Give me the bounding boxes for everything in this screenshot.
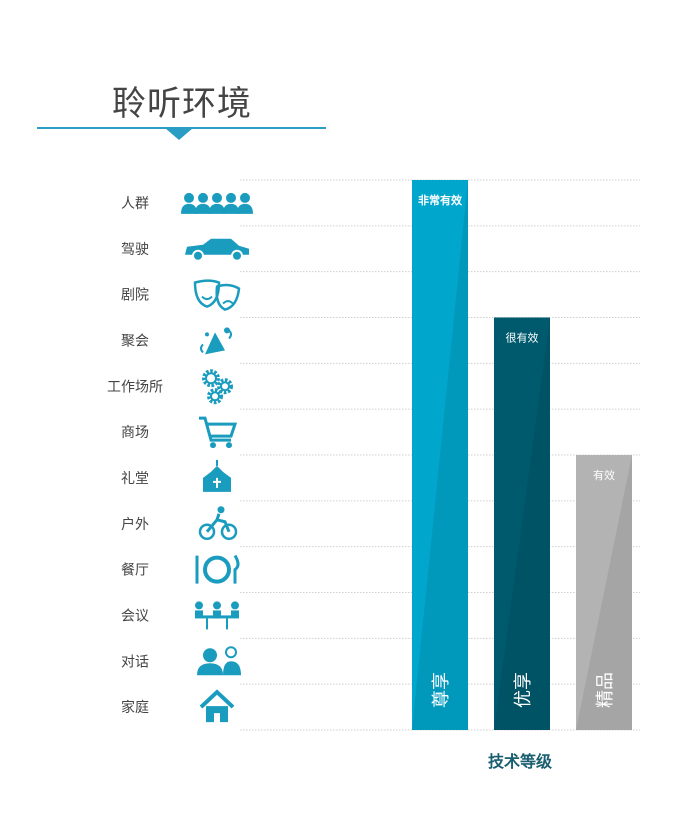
category-label: 餐厅	[121, 563, 149, 579]
category-label: 家庭	[121, 699, 149, 716]
bar-series-label: 优享	[513, 672, 534, 708]
bar-shade	[494, 317, 550, 730]
gears-icon	[202, 369, 233, 405]
category-label: 对话	[121, 654, 149, 670]
category-label: 人群	[121, 196, 149, 212]
meeting-icon	[195, 601, 239, 630]
cyclist-icon	[198, 506, 238, 540]
bar-series-label: 尊享	[431, 672, 452, 708]
category-label: 户外	[121, 516, 149, 533]
house-icon	[199, 689, 235, 723]
party-icon	[200, 327, 232, 355]
bar	[494, 317, 550, 730]
theater-masks-icon	[193, 279, 241, 311]
category-label: 会议	[121, 608, 149, 624]
crowd-icon	[181, 192, 253, 214]
bar-shade	[576, 455, 632, 730]
bar-shade	[412, 180, 468, 730]
plate-cutlery-icon	[195, 554, 240, 584]
category-label: 剧院	[121, 288, 149, 304]
bar-top-label: 有效	[593, 468, 615, 482]
car-icon	[185, 238, 249, 262]
bar-top-label: 非常有效	[418, 193, 463, 207]
category-label: 驾驶	[121, 242, 149, 258]
conversation-icon	[197, 646, 241, 676]
category-label: 礼堂	[121, 471, 149, 487]
church-icon	[203, 459, 231, 492]
bar	[576, 455, 632, 730]
bar	[412, 180, 468, 730]
title-pointer-icon	[165, 128, 193, 140]
bar-series-label: 精品	[595, 672, 616, 708]
x-axis-title: 技术等级	[487, 752, 552, 771]
category-label: 工作场所	[107, 379, 163, 395]
bar-top-label: 很有效	[506, 331, 539, 345]
shopping-cart-icon	[199, 416, 238, 449]
page-title: 聆听环境	[112, 84, 252, 124]
category-label: 商场	[121, 425, 149, 441]
category-label: 聚会	[121, 333, 149, 349]
